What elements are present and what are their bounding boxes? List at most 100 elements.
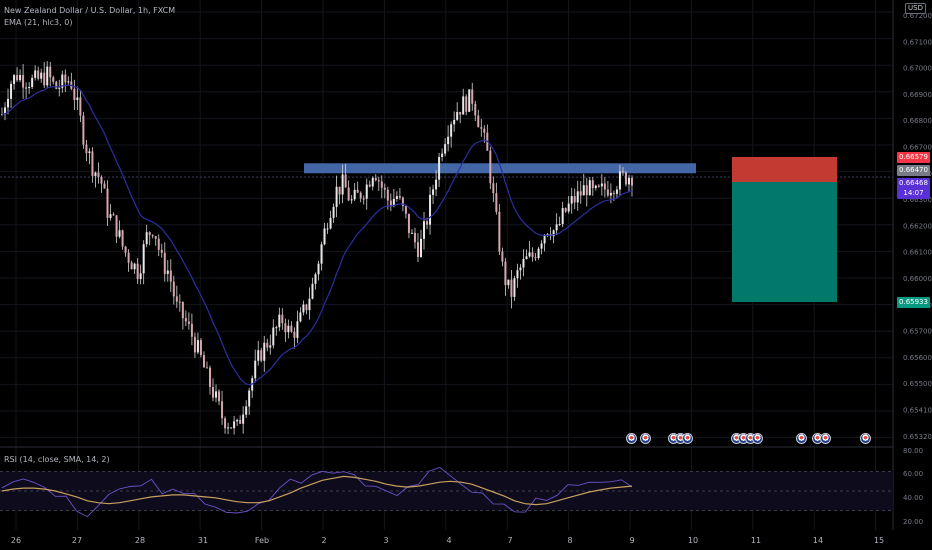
candle-body — [492, 183, 495, 194]
candle-body — [109, 214, 112, 218]
candle-body — [52, 77, 55, 82]
candle-body — [462, 96, 465, 115]
candle-body — [22, 75, 25, 88]
time-tick-label: 27 — [72, 536, 82, 545]
candle-body — [133, 263, 136, 270]
price-axis[interactable]: 0.67200 0.67100 0.67000 0.66900 0.66800 0.667… — [903, 12, 932, 526]
candle-body — [254, 360, 257, 379]
candle-body — [248, 390, 251, 407]
time-tick-label: 15 — [874, 536, 884, 545]
candle-body — [163, 252, 166, 274]
candle-body — [67, 81, 70, 83]
candle-body — [522, 258, 525, 268]
candle-body — [7, 98, 10, 108]
rsi-tick-label: 60.00 — [903, 470, 923, 478]
candle-body — [97, 172, 100, 177]
candle-body — [380, 181, 383, 188]
rsi-pane — [0, 466, 893, 518]
candle-body — [196, 340, 199, 353]
candle-body — [338, 186, 341, 195]
time-axis[interactable]: 26 27 28 31 Feb 2 3 4 7 8 9 10 11 14 15 — [11, 536, 884, 545]
candle-body — [190, 323, 193, 337]
ema-legend[interactable]: EMA (21, hlc3, 0) — [4, 18, 73, 27]
currency-badge[interactable]: USD — [905, 3, 926, 14]
candle-body — [546, 233, 549, 236]
candle-body — [603, 183, 606, 190]
candle-body — [407, 213, 410, 233]
candle-body — [172, 281, 175, 297]
candle-body — [631, 177, 633, 186]
price-tick-label: 0.66100 — [903, 249, 932, 257]
entry-price-label: 0.66470 — [897, 165, 930, 176]
candle-body — [25, 87, 28, 89]
candle-body — [474, 103, 477, 116]
candle-body — [169, 270, 172, 282]
economic-event-icon[interactable] — [640, 433, 651, 444]
last-price-label: 0.66468 — [897, 178, 930, 189]
candle-body — [61, 74, 64, 88]
candle-body — [552, 230, 555, 237]
candle-body — [181, 302, 184, 319]
candle-body — [347, 187, 350, 201]
candle-body — [16, 75, 19, 81]
candle-body — [275, 327, 278, 329]
candle-body — [187, 321, 190, 324]
candle-body — [540, 243, 543, 249]
candle-body — [419, 238, 422, 257]
candle-body — [82, 115, 85, 145]
candle-body — [353, 189, 356, 200]
candle-body — [579, 191, 582, 196]
rsi-tick-label: 40.00 — [903, 494, 923, 502]
candle-body — [160, 249, 163, 253]
candle-body — [344, 174, 347, 188]
candle-body — [175, 296, 178, 302]
candle-body — [43, 72, 46, 86]
candle-body — [37, 70, 40, 79]
chart-grid — [0, 0, 894, 530]
economic-event-icon[interactable] — [626, 433, 637, 444]
candle-body — [31, 77, 34, 88]
candle-body — [326, 228, 329, 230]
candle-body — [624, 172, 627, 185]
candle-body — [34, 70, 37, 78]
candle-body — [365, 184, 368, 199]
candle-body — [377, 180, 380, 182]
candle-body — [410, 232, 413, 234]
candle-body — [513, 278, 516, 297]
economic-event-icon[interactable] — [752, 433, 763, 444]
economic-event-icon[interactable] — [820, 433, 831, 444]
price-tick-label: 0.66200 — [903, 222, 932, 230]
candle-body — [519, 267, 522, 271]
price-tick-label: 0.67100 — [903, 38, 932, 46]
economic-event-icon[interactable] — [796, 433, 807, 444]
candle-body — [507, 279, 510, 286]
symbol-title: New Zealand Dollar / U.S. Dollar, 1h, FX… — [4, 6, 176, 15]
candle-body — [320, 244, 323, 264]
time-tick-label: 4 — [446, 536, 451, 545]
candle-body — [58, 87, 61, 89]
target-price-label: 0.65933 — [897, 297, 930, 308]
candle-body — [426, 221, 429, 225]
economic-event-icon[interactable] — [682, 433, 693, 444]
candle-body — [112, 214, 115, 216]
candle-body — [202, 355, 205, 368]
candle-body — [94, 172, 97, 176]
candle-body — [389, 200, 392, 207]
candle-body — [314, 274, 317, 284]
candle-body — [453, 119, 456, 125]
candle-body — [444, 144, 447, 154]
candle-body — [612, 192, 615, 194]
candle-body — [85, 144, 88, 154]
candle-body — [157, 238, 160, 250]
rsi-legend[interactable]: RSI (14, close, SMA, 14, 2) — [4, 455, 110, 464]
economic-event-icon[interactable] — [860, 433, 871, 444]
candle-body — [64, 74, 67, 83]
candle-body — [438, 156, 441, 180]
time-tick-label: 10 — [688, 536, 698, 545]
candle-body — [495, 193, 498, 212]
candle-body — [561, 208, 564, 225]
drawing-layer[interactable] — [0, 157, 893, 302]
candle-body — [627, 177, 630, 185]
candle-body — [341, 174, 344, 195]
